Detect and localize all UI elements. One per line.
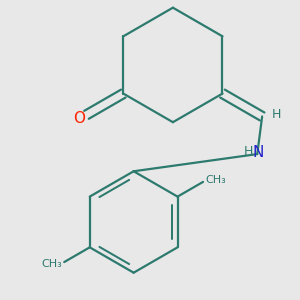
Text: H: H <box>272 108 281 121</box>
Text: H: H <box>243 145 253 158</box>
Text: O: O <box>74 111 86 126</box>
Text: N: N <box>252 145 264 160</box>
Text: CH₃: CH₃ <box>206 175 226 185</box>
Text: CH₃: CH₃ <box>42 259 63 269</box>
